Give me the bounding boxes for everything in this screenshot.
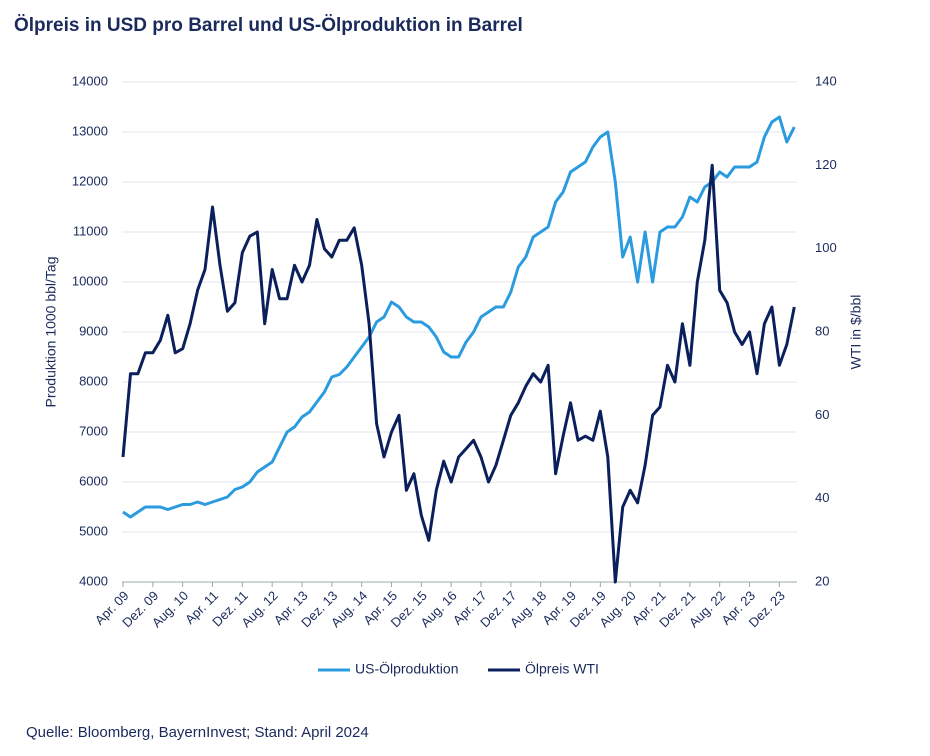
y2-tick-label: 100 (815, 240, 837, 255)
y2-tick-label: 80 (815, 323, 829, 338)
y-axis-label: Produktion 1000 bbl/Tag (43, 257, 59, 408)
y2-tick-label: 20 (815, 573, 829, 588)
y-tick-label: 10000 (72, 273, 108, 288)
y2-tick-label: 60 (815, 407, 829, 422)
y-tick-label: 14000 (72, 73, 108, 88)
y2-tick-label: 120 (815, 157, 837, 172)
y-tick-label: 12000 (72, 173, 108, 188)
y-tick-label: 6000 (79, 473, 108, 488)
y-tick-label: 4000 (79, 573, 108, 588)
series-line (122, 115, 796, 519)
y2-axis-label: WTI in $/bbl (848, 295, 864, 370)
chart-title: Ölpreis in USD pro Barrel und US-Ölprodu… (14, 15, 523, 36)
y-tick-label: 7000 (79, 423, 108, 438)
legend-label: US-Ölproduktion (355, 660, 459, 677)
y2-tick-label: 140 (815, 73, 837, 88)
source-note: Quelle: Bloomberg, BayernInvest; Stand: … (26, 724, 369, 741)
y-tick-label: 11000 (73, 223, 108, 238)
y-tick-label: 8000 (79, 373, 108, 388)
y-tick-label: 5000 (79, 523, 108, 538)
series-line (121, 163, 796, 584)
y-tick-label: 9000 (79, 323, 108, 338)
legend-label: Ölpreis WTI (525, 660, 599, 677)
y2-tick-label: 40 (815, 490, 829, 505)
y-tick-label: 13000 (72, 123, 108, 138)
